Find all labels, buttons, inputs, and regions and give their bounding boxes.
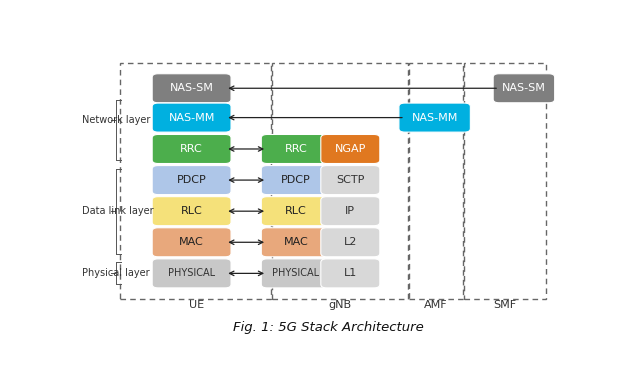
Text: Network layer: Network layer [83,115,151,125]
FancyBboxPatch shape [261,197,330,226]
FancyBboxPatch shape [261,166,330,195]
Text: L1: L1 [344,268,357,279]
Text: Physical layer: Physical layer [83,268,150,279]
FancyBboxPatch shape [152,259,231,288]
FancyBboxPatch shape [152,134,231,163]
Text: RRC: RRC [180,144,203,154]
Text: SCTP: SCTP [336,175,365,185]
Text: NAS-MM: NAS-MM [168,113,215,123]
FancyBboxPatch shape [261,228,330,257]
Text: PDCP: PDCP [177,175,207,185]
FancyBboxPatch shape [152,228,231,257]
FancyBboxPatch shape [152,74,231,103]
FancyBboxPatch shape [493,74,555,103]
Text: NAS-MM: NAS-MM [412,113,458,123]
Text: RRC: RRC [284,144,307,154]
FancyBboxPatch shape [399,103,470,132]
Text: AMF: AMF [424,300,448,311]
FancyBboxPatch shape [261,259,330,288]
FancyBboxPatch shape [152,103,231,132]
Text: NAS-SM: NAS-SM [170,83,214,93]
Text: RLC: RLC [285,206,307,216]
Text: Fig. 1: 5G Stack Architecture: Fig. 1: 5G Stack Architecture [232,322,424,335]
Text: SMF: SMF [493,300,516,311]
FancyBboxPatch shape [152,197,231,226]
Text: PDCP: PDCP [281,175,310,185]
FancyBboxPatch shape [261,134,330,163]
FancyBboxPatch shape [152,166,231,195]
Text: Data link layer: Data link layer [83,206,154,216]
Text: MAC: MAC [179,237,204,247]
FancyBboxPatch shape [321,259,380,288]
Text: RLC: RLC [180,206,202,216]
FancyBboxPatch shape [321,228,380,257]
Text: NAS-SM: NAS-SM [502,83,546,93]
FancyBboxPatch shape [321,197,380,226]
FancyBboxPatch shape [321,166,380,195]
Text: PHYSICAL: PHYSICAL [168,268,215,279]
FancyBboxPatch shape [321,134,380,163]
Text: PHYSICAL: PHYSICAL [272,268,319,279]
Text: NGAP: NGAP [335,144,366,154]
Text: IP: IP [346,206,355,216]
Text: L2: L2 [344,237,357,247]
Text: gNB: gNB [328,300,351,311]
Text: MAC: MAC [284,237,308,247]
Text: UE: UE [189,300,204,311]
